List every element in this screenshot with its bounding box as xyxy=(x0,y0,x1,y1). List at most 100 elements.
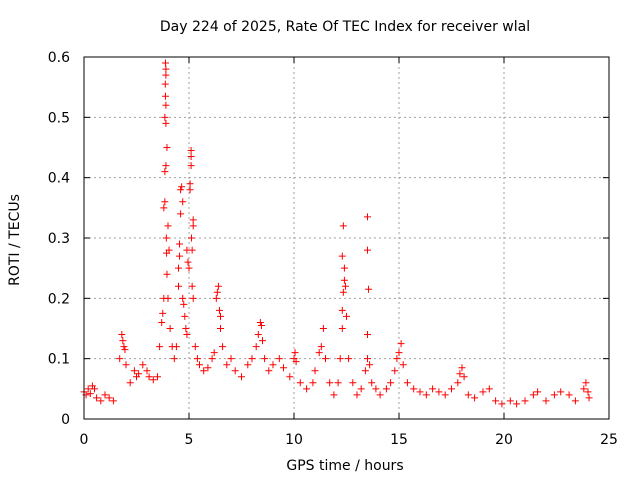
data-point xyxy=(364,355,371,363)
data-point xyxy=(163,144,171,151)
chart-title: Day 224 of 2025, Rate Of TEC Index for r… xyxy=(160,19,530,35)
data-point xyxy=(403,379,411,387)
data-point xyxy=(326,379,334,387)
data-point xyxy=(338,252,346,260)
data-point xyxy=(336,355,344,363)
data-point xyxy=(162,119,170,127)
data-point xyxy=(571,397,579,405)
data-point xyxy=(584,388,592,396)
data-point xyxy=(179,198,187,206)
data-point xyxy=(261,355,269,363)
data-point xyxy=(118,331,126,339)
data-point xyxy=(149,376,157,384)
data-point xyxy=(182,325,190,332)
data-point xyxy=(143,367,151,375)
data-point xyxy=(256,318,264,326)
data-point xyxy=(161,92,169,100)
data-point xyxy=(116,355,124,363)
data-point xyxy=(334,379,342,387)
data-point xyxy=(343,312,350,320)
data-point xyxy=(368,379,376,387)
data-point xyxy=(340,264,348,272)
data-point xyxy=(181,312,189,320)
data-point xyxy=(223,361,231,369)
data-point xyxy=(429,385,437,393)
data-point xyxy=(339,222,347,230)
data-point xyxy=(187,147,195,155)
data-point xyxy=(471,394,479,402)
data-point xyxy=(254,331,262,339)
data-point xyxy=(135,370,143,378)
data-point xyxy=(435,388,443,396)
data-point xyxy=(139,361,147,369)
axis-ticks: 0 5 10 15 20 25 0 0.1 0.2 0.3 0.4 0.5 0.6 xyxy=(48,50,618,448)
data-point xyxy=(259,337,266,345)
data-point xyxy=(397,340,405,348)
data-point xyxy=(162,162,170,170)
data-point xyxy=(565,391,573,399)
data-point xyxy=(391,367,399,375)
data-points xyxy=(80,59,593,408)
data-point xyxy=(93,394,101,402)
data-point xyxy=(161,80,169,88)
data-point xyxy=(372,385,380,393)
data-point xyxy=(165,246,173,254)
data-point xyxy=(175,264,182,272)
data-point xyxy=(399,361,407,369)
data-point xyxy=(456,370,464,378)
data-point xyxy=(161,198,169,206)
data-point xyxy=(130,367,138,375)
data-point xyxy=(178,183,186,191)
data-point xyxy=(162,234,170,242)
data-point xyxy=(109,397,117,405)
data-point xyxy=(187,162,195,170)
data-point xyxy=(227,355,235,363)
data-point xyxy=(212,294,220,302)
data-point xyxy=(454,379,462,387)
data-point xyxy=(161,113,169,121)
data-point xyxy=(183,331,191,339)
data-point xyxy=(204,364,212,372)
data-point xyxy=(416,388,424,396)
data-point xyxy=(219,343,227,351)
data-point xyxy=(366,361,374,369)
data-point xyxy=(345,355,353,363)
data-point xyxy=(529,391,537,399)
data-point xyxy=(364,213,371,221)
data-point xyxy=(170,355,178,363)
data-point xyxy=(580,385,588,393)
data-point xyxy=(506,397,514,405)
data-point xyxy=(395,349,403,357)
data-point xyxy=(365,285,373,293)
data-point xyxy=(296,379,304,387)
data-point xyxy=(357,385,365,393)
data-point xyxy=(86,390,94,398)
data-point xyxy=(185,264,193,272)
data-point xyxy=(186,180,194,188)
data-point xyxy=(286,373,294,381)
data-point xyxy=(393,355,401,363)
data-point xyxy=(458,364,466,372)
data-point xyxy=(280,364,287,372)
data-point xyxy=(187,153,195,161)
data-point xyxy=(464,391,472,399)
data-point xyxy=(121,346,129,354)
data-point xyxy=(189,294,197,302)
data-point xyxy=(252,343,260,351)
data-point xyxy=(210,349,218,357)
data-point xyxy=(292,358,300,366)
x-tick-label: 10 xyxy=(285,432,303,448)
data-point xyxy=(164,294,172,302)
data-point xyxy=(208,355,216,363)
data-point xyxy=(585,394,593,402)
data-point xyxy=(161,59,169,67)
data-point xyxy=(460,373,468,381)
data-point xyxy=(188,282,196,290)
data-point xyxy=(311,367,319,375)
data-point xyxy=(341,282,349,290)
data-point xyxy=(244,361,252,369)
data-point xyxy=(186,186,194,194)
data-point xyxy=(542,397,550,405)
data-point xyxy=(339,288,347,296)
data-point xyxy=(154,373,161,381)
